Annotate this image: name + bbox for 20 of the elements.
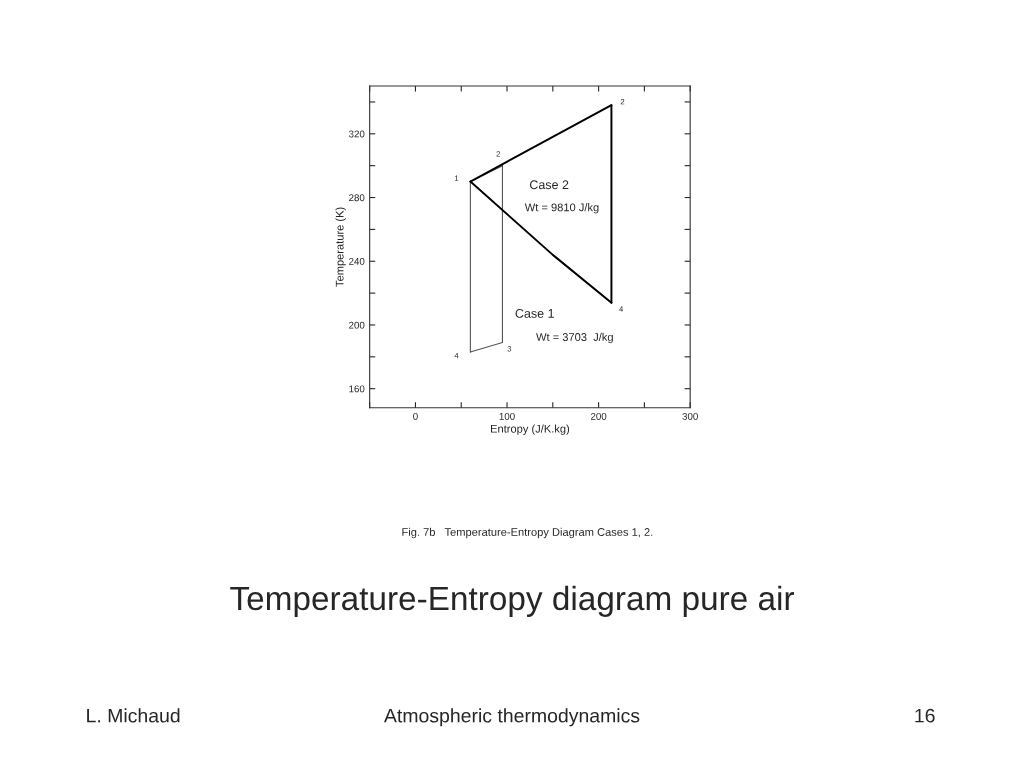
text: L. Michaud	[87, 708, 180, 723]
caption: Fig. 7b Temperature-Entropy Diagram Cases 1, 2.	[402, 527, 653, 539]
x-axis-title: Entropy (J/K.kg)	[491, 424, 570, 435]
annotation: Case 2	[529, 180, 569, 190]
text: Temperature-Entropy diagram pure air	[230, 585, 794, 617]
y-tick-label: 200	[349, 321, 365, 329]
x-tick-label: 100	[499, 412, 515, 420]
annotation: Wt = 9810 J/kg	[524, 203, 599, 214]
text: Atmospheric thermodynamics	[383, 708, 640, 727]
y-tick-label: 320	[348, 130, 365, 138]
annotation: Wt = 3703 J/kg	[536, 332, 613, 344]
y-tick-label: 240	[349, 257, 365, 265]
y-tick-label: 160	[349, 385, 365, 393]
y-tick-label: 280	[349, 194, 365, 202]
y-axis-title: Temperature (K)	[335, 207, 346, 287]
x-tick-label: 0	[413, 412, 418, 420]
text: 16	[915, 708, 935, 723]
x-tick-label: 200	[590, 412, 607, 420]
annotation: Case 1	[515, 308, 554, 318]
x-tick-label: 300	[682, 412, 698, 420]
